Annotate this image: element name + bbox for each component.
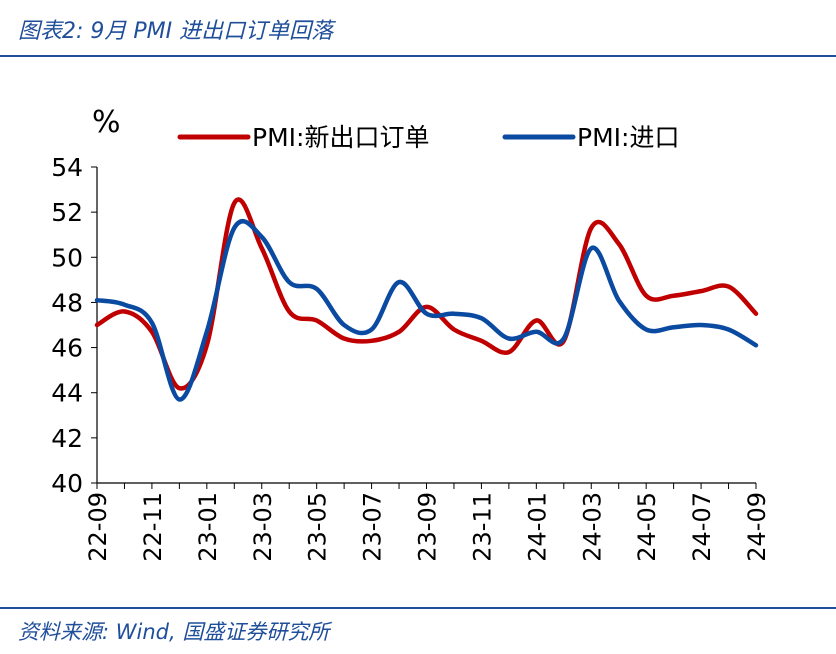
legend-label: PMI:新出口订单 [252,123,429,152]
y-tick-label: 46 [51,334,83,363]
x-tick-label: 22-09 [84,492,112,562]
series-line-new-export-orders [94,197,759,391]
x-tick-label: 22-11 [139,492,167,562]
axes [96,167,756,484]
y-tick-label: 44 [51,379,83,408]
y-tick-label: 52 [51,198,83,227]
x-tick-label: 24-09 [743,492,771,562]
y-tick-label: 42 [51,424,83,453]
x-tick-label: 23-09 [414,492,442,562]
y-tick-label: 54 [51,153,83,182]
footer-rule [0,607,836,609]
y-axis-unit-label: % [92,105,121,140]
series-line-imports [94,219,759,402]
y-axis-ticks: 40 42 44 46 48 50 52 54 [51,153,97,498]
x-axis-ticks: 22-09 22-11 23-01 23-03 23-05 23-07 23-09 23-11… [84,483,771,562]
y-tick-label: 48 [51,288,83,317]
y-tick-label: 40 [51,469,83,498]
x-tick-label: 24-05 [633,492,661,562]
header-rule [0,55,836,57]
y-tick-label: 50 [51,243,83,272]
x-tick-label: 23-01 [194,492,222,562]
x-tick-label: 24-07 [688,492,716,562]
source-note: 资料来源: Wind, 国盛证券研究所 [18,620,330,644]
x-tick-label: 24-03 [578,492,606,562]
x-tick-label: 23-05 [304,492,332,562]
series-lines [94,197,759,402]
x-tick-label: 23-07 [359,492,387,562]
legend: PMI:新出口订单 PMI:进口 [177,123,679,152]
legend-label: PMI:进口 [577,123,679,152]
figure-title: 图表2: 9月 PMI 进出口订单回落 [18,19,334,44]
x-tick-label: 23-03 [249,492,277,562]
x-tick-label: 23-11 [468,492,496,562]
x-tick-label: 24-01 [523,492,551,562]
